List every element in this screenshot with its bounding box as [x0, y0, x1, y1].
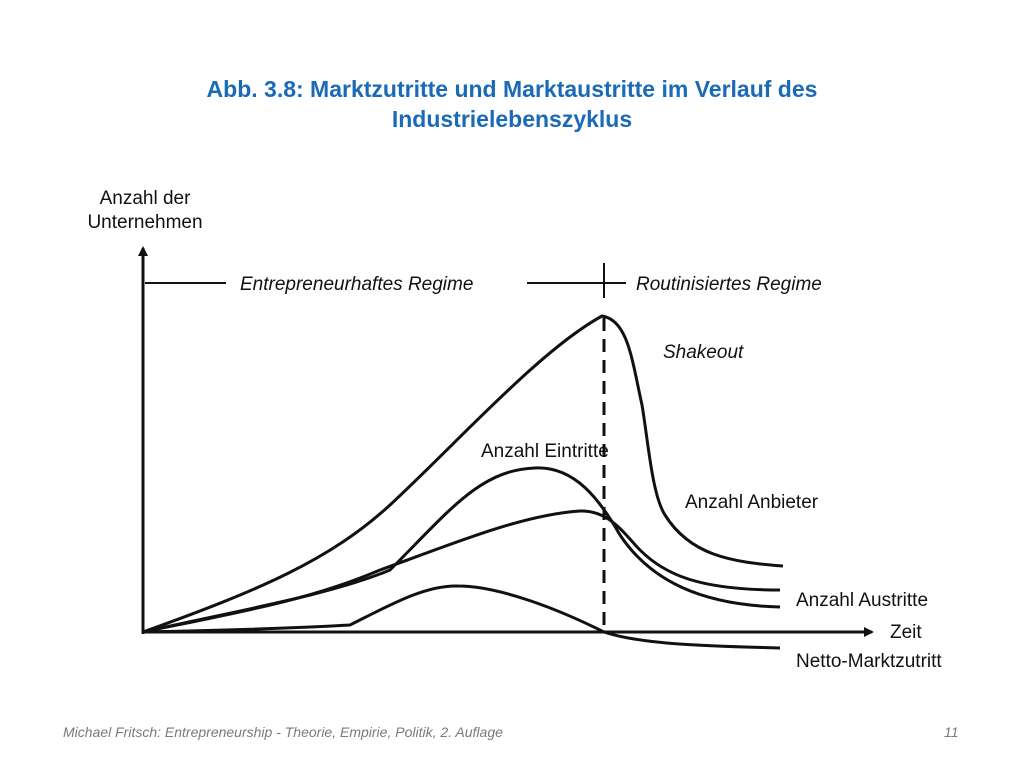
- label-anzahl-eintritte: Anzahl Eintritte: [481, 441, 609, 462]
- page-number: 11: [944, 724, 959, 740]
- label-anzahl-anbieter: Anzahl Anbieter: [685, 492, 819, 513]
- label-netto-marktzutritt: Netto-Marktzutritt: [796, 651, 942, 672]
- shakeout-label: Shakeout: [663, 342, 744, 363]
- curve-austritte: [142, 509, 781, 634]
- y-axis-label-line-1: Anzahl der: [100, 188, 192, 209]
- regime-right-label: Routinisiertes Regime: [636, 274, 822, 295]
- x-axis-label: Zeit: [890, 622, 922, 643]
- y-axis-label-line-2: Unternehmen: [87, 212, 202, 233]
- curve-anbieter: [142, 314, 784, 634]
- slide-title: Abb. 3.8: Marktzutritte und Marktaustrit…: [60, 74, 964, 134]
- label-anzahl-austritte: Anzahl Austritte: [796, 590, 928, 611]
- slide-title-line-1: Abb. 3.8: Marktzutritte und Marktaustrit…: [206, 76, 818, 102]
- slide-title-line-2: Industrielebenszyklus: [391, 106, 633, 132]
- footer-source: Michael Fritsch: Entrepreneurship - Theo…: [63, 724, 503, 740]
- curve-netto: [142, 584, 781, 650]
- regime-left-label: Entrepreneurhaftes Regime: [240, 274, 473, 295]
